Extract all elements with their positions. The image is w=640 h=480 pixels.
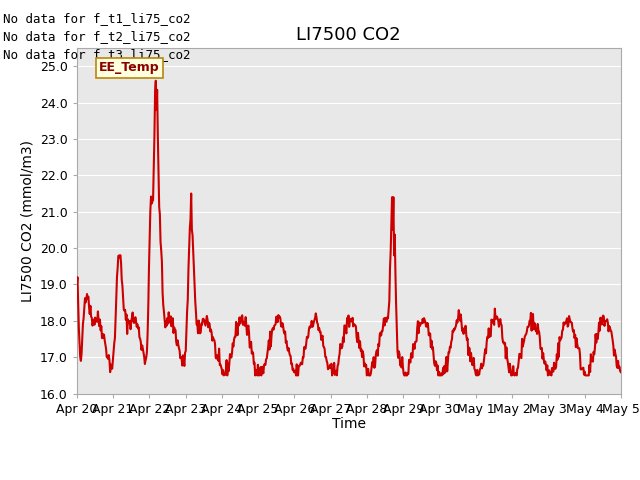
Text: No data for f_t3_li75_co2: No data for f_t3_li75_co2 [3, 48, 191, 61]
X-axis label: Time: Time [332, 417, 366, 431]
Text: No data for f_t2_li75_co2: No data for f_t2_li75_co2 [3, 30, 191, 43]
Text: No data for f_t1_li75_co2: No data for f_t1_li75_co2 [3, 12, 191, 25]
Y-axis label: LI7500 CO2 (mmol/m3): LI7500 CO2 (mmol/m3) [20, 140, 35, 302]
Title: LI7500 CO2: LI7500 CO2 [296, 25, 401, 44]
Text: EE_Temp: EE_Temp [99, 61, 160, 74]
